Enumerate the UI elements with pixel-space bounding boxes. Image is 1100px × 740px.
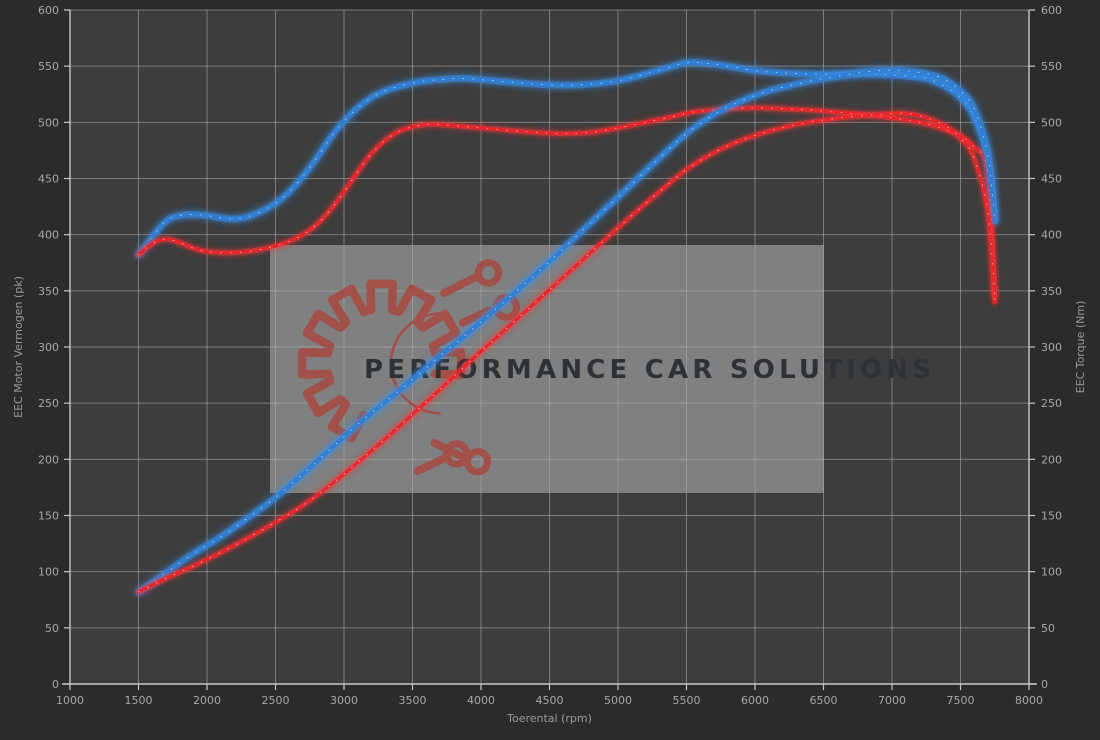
y-tick-label-left: 300 xyxy=(38,341,59,354)
y-tick-label-right: 550 xyxy=(1041,60,1062,73)
y-tick-label-right: 300 xyxy=(1041,341,1062,354)
x-tick-label: 1000 xyxy=(56,694,84,707)
y-tick-label-left: 550 xyxy=(38,60,59,73)
circuit-node xyxy=(474,259,503,287)
axis-labels: 0 0 50 50 100 100 150 150 200 200 250 250 300 300 350 3… xyxy=(12,4,1087,725)
series-line xyxy=(136,68,997,594)
series-samples xyxy=(138,107,996,303)
y-tick-label-left: 200 xyxy=(38,453,59,466)
series-samples xyxy=(138,112,996,593)
y-tick-label-right: 350 xyxy=(1041,285,1062,298)
y-tick-label-left: 350 xyxy=(38,285,59,298)
y-tick-label-left: 600 xyxy=(38,4,59,17)
x-tick-label: 4000 xyxy=(467,694,495,707)
series-2 xyxy=(135,66,999,596)
series-3 xyxy=(136,110,998,595)
y-tick-label-left: 50 xyxy=(45,622,59,635)
x-tick-label: 3000 xyxy=(330,694,358,707)
x-tick-label: 5000 xyxy=(604,694,632,707)
y-tick-label-right: 450 xyxy=(1041,173,1062,186)
y-tick-label-left: 250 xyxy=(38,397,59,410)
y-tick-label-right: 250 xyxy=(1041,397,1062,410)
y-tick-label-left: 150 xyxy=(38,510,59,523)
x-tick-label: 2500 xyxy=(262,694,290,707)
y-tick-label-left: 500 xyxy=(38,116,59,129)
x-tick-label: 2000 xyxy=(193,694,221,707)
x-tick-label: 6500 xyxy=(810,694,838,707)
y-tick-label-right: 150 xyxy=(1041,510,1062,523)
y-tick-label-right: 50 xyxy=(1041,622,1055,635)
circuit-trace xyxy=(413,453,452,475)
x-tick-label: 8000 xyxy=(1015,694,1043,707)
y-tick-label-left: 400 xyxy=(38,229,59,242)
circuit-trace xyxy=(440,272,482,298)
watermark: PERFORMANCE CAR SOLUTIONS xyxy=(270,245,931,493)
y-tick-label-left: 100 xyxy=(38,566,59,579)
y-tick-label-right: 0 xyxy=(1041,678,1048,691)
x-tick-label: 7500 xyxy=(947,694,975,707)
y-tick-label-right: 100 xyxy=(1041,566,1062,579)
gear-outline xyxy=(297,279,466,443)
x-tick-label: 3500 xyxy=(399,694,427,707)
y-tick-label-left: 450 xyxy=(38,173,59,186)
y-tick-label-right: 400 xyxy=(1041,229,1062,242)
x-tick-label: 6000 xyxy=(741,694,769,707)
x-tick-label: 4500 xyxy=(536,694,564,707)
y-axis-title-right: EEC Torque (Nm) xyxy=(1074,301,1087,394)
series-curves xyxy=(135,58,999,596)
y-tick-label-right: 600 xyxy=(1041,4,1062,17)
y-tick-label-left: 0 xyxy=(52,678,59,691)
series-1 xyxy=(136,105,998,305)
axes xyxy=(62,9,1037,690)
x-tick-label: 7000 xyxy=(878,694,906,707)
x-axis-title: Toerental (rpm) xyxy=(506,712,592,725)
y-axis-title-left: EEC Motor Vermogen (pk) xyxy=(12,276,25,418)
x-tick-label: 5500 xyxy=(673,694,701,707)
circuit-trace xyxy=(458,306,494,327)
x-tick-label: 1500 xyxy=(125,694,153,707)
y-tick-label-right: 200 xyxy=(1041,453,1062,466)
watermark-panel xyxy=(270,245,824,493)
y-tick-label-right: 500 xyxy=(1041,116,1062,129)
circuit-node xyxy=(442,440,471,468)
